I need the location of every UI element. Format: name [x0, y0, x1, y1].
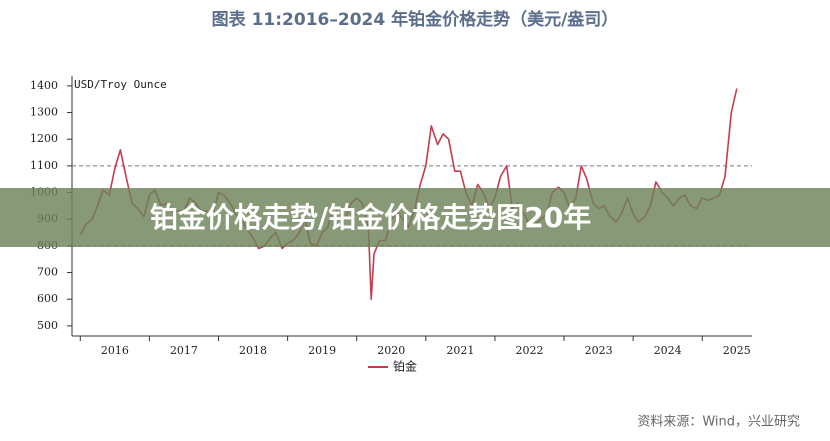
chart-title: 图表 11:2016–2024 年铂金价格走势（美元/盎司）: [212, 9, 619, 30]
x-tick-label: 2025: [723, 344, 751, 357]
y-tick-label: 600: [37, 292, 58, 305]
y-tick-label: 700: [37, 266, 58, 279]
x-tick-label: 2018: [239, 344, 267, 357]
x-tick-label: 2016: [101, 344, 129, 357]
legend-label: 铂金: [393, 359, 417, 374]
x-tick-label: 2024: [654, 344, 682, 357]
y-tick-label: 1100: [30, 159, 58, 172]
x-tick-label: 2022: [515, 344, 543, 357]
x-tick-label: 2020: [377, 344, 405, 357]
overlay-banner: [0, 188, 830, 247]
y-tick-label: 1200: [30, 132, 58, 145]
x-tick-label: 2021: [446, 344, 474, 357]
x-tick-label: 2017: [170, 344, 198, 357]
source-note: 资料来源：Wind，兴业研究: [637, 415, 800, 430]
overlay-text: 铂金价格走势/铂金价格走势图20年: [150, 201, 591, 234]
y-tick-label: 500: [37, 319, 58, 332]
y-axis-label: USD/Troy Ounce: [74, 78, 167, 91]
x-tick-label: 2023: [585, 344, 613, 357]
x-tick-label: 2019: [308, 344, 336, 357]
y-tick-label: 1300: [30, 106, 58, 119]
y-tick-label: 1400: [30, 79, 58, 92]
